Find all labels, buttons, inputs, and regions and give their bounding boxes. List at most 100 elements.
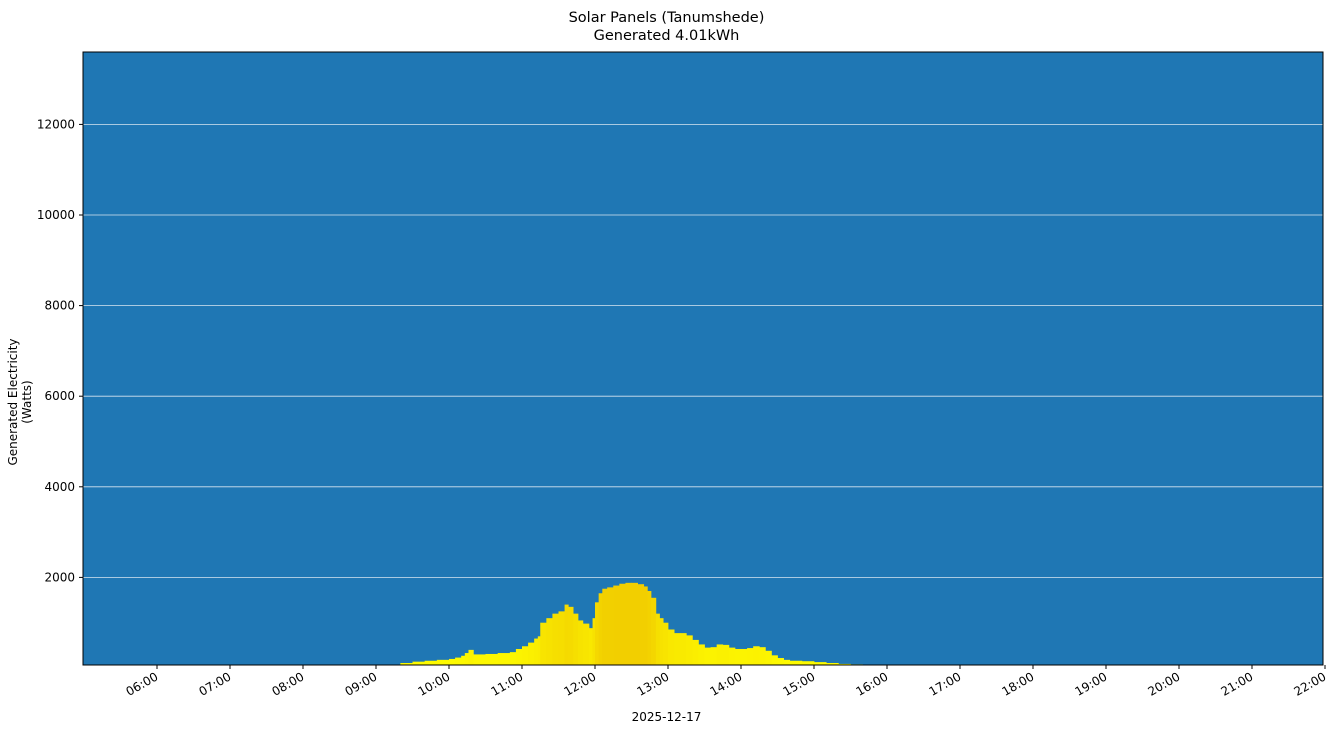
x-tick-label: 13:00: [635, 669, 672, 698]
x-tick-label: 10:00: [416, 669, 453, 698]
generation-bar: [771, 655, 778, 665]
y-axis-label: Generated Electricity (Watts): [6, 338, 34, 466]
x-tick-label: 16:00: [854, 669, 891, 698]
generation-bar: [759, 647, 766, 665]
generation-bar: [680, 633, 687, 665]
generation-bar: [686, 635, 693, 665]
generation-bar: [509, 652, 517, 665]
generation-bar: [801, 661, 815, 665]
chart-subtitle: Generated 4.01kWh: [593, 28, 740, 44]
generation-bar: [777, 658, 784, 665]
generation-bar: [592, 618, 596, 665]
generation-bar: [814, 662, 827, 665]
generation-bar: [485, 653, 499, 665]
generation-bar: [741, 648, 748, 665]
x-tick-label: 20:00: [1146, 669, 1183, 698]
generation-bar: [573, 613, 579, 665]
generation-bar: [704, 647, 711, 665]
generation-bar: [734, 648, 742, 665]
generation-bar: [710, 647, 718, 665]
generation-bar: [540, 622, 547, 665]
y-tick-label: 2000: [44, 570, 75, 584]
x-tick-label: 06:00: [124, 669, 161, 698]
x-axis-label: 2025-12-17: [631, 710, 702, 724]
generation-bar: [674, 633, 681, 665]
generation-bar: [619, 583, 626, 665]
generation-bar: [522, 646, 529, 665]
generation-bar: [577, 620, 584, 665]
generation-bar: [515, 648, 523, 665]
generation-bar: [613, 585, 620, 665]
generation-bar: [497, 653, 511, 665]
generation-bar: [602, 588, 608, 665]
generation-bar: [663, 622, 669, 665]
generation-bar: [692, 639, 699, 665]
generation-bar: [528, 642, 535, 665]
generation-bar: [400, 663, 413, 665]
generation-bar: [789, 660, 803, 665]
x-tick-label: 21:00: [1219, 669, 1256, 698]
generation-bar: [753, 646, 760, 665]
generation-bar: [826, 663, 839, 665]
generation-bar: [647, 590, 652, 665]
generation-bar: [455, 657, 462, 665]
plot-area: [83, 52, 1323, 665]
y-tick-label: 12000: [37, 117, 75, 131]
y-tick-label: 10000: [37, 208, 75, 222]
y-tick-label: 4000: [44, 480, 75, 494]
generation-bar: [558, 611, 565, 665]
generation-bar: [625, 582, 632, 665]
generation-bar: [534, 638, 539, 665]
generation-bar: [461, 655, 466, 665]
generation-bar: [412, 661, 426, 665]
generation-bar: [747, 648, 754, 665]
generation-bar: [424, 660, 438, 665]
generation-bar: [449, 658, 456, 665]
generation-bar: [473, 654, 486, 665]
y-axis-ticks: 2000 4000 6000 8000 10000 12000: [37, 117, 83, 584]
generation-bar: [537, 636, 541, 665]
generation-bar: [607, 587, 614, 665]
generation-bar: [464, 653, 469, 665]
y-tick-label: 6000: [44, 389, 75, 403]
x-tick-label: 07:00: [197, 669, 234, 698]
x-tick-label: 15:00: [781, 669, 818, 698]
generation-bar: [552, 613, 559, 665]
generation-bar: [659, 618, 664, 665]
x-tick-label: 12:00: [562, 669, 599, 698]
y-gridlines: [83, 124, 1323, 578]
x-tick-label: 17:00: [927, 669, 964, 698]
generation-bar: [631, 582, 638, 665]
x-tick-label: 14:00: [708, 669, 745, 698]
generation-bar: [564, 604, 569, 665]
x-tick-label: 18:00: [1000, 669, 1037, 698]
generation-bar: [722, 644, 730, 665]
generation-bar: [728, 647, 736, 665]
generation-bar: [838, 663, 851, 665]
x-tick-label: 08:00: [270, 669, 307, 698]
generation-bar: [668, 629, 675, 665]
generation-bar: [783, 659, 791, 665]
chart-title: Solar Panels (Tanumshede): [568, 10, 765, 26]
x-tick-label: 11:00: [489, 669, 526, 698]
generation-bar: [436, 659, 450, 665]
generation-bar: [637, 584, 645, 665]
generation-bar: [716, 644, 724, 665]
generation-bar: [546, 618, 553, 665]
generation-bar: [655, 613, 660, 665]
generation-bar: [568, 606, 574, 665]
generation-bar: [765, 650, 772, 665]
generation-bar: [650, 597, 657, 665]
generation-bar: [582, 623, 590, 665]
generation-bar: [598, 593, 603, 665]
generation-bar: [643, 586, 648, 665]
generation-bar: [698, 644, 705, 665]
x-tick-label: 09:00: [343, 669, 380, 698]
x-tick-label: 19:00: [1073, 669, 1110, 698]
x-tick-label: 22:00: [1292, 669, 1329, 698]
plot-frame: [82, 51, 1324, 666]
generation-area: [400, 582, 864, 665]
y-tick-label: 8000: [44, 299, 75, 313]
generation-bar: [468, 649, 474, 665]
